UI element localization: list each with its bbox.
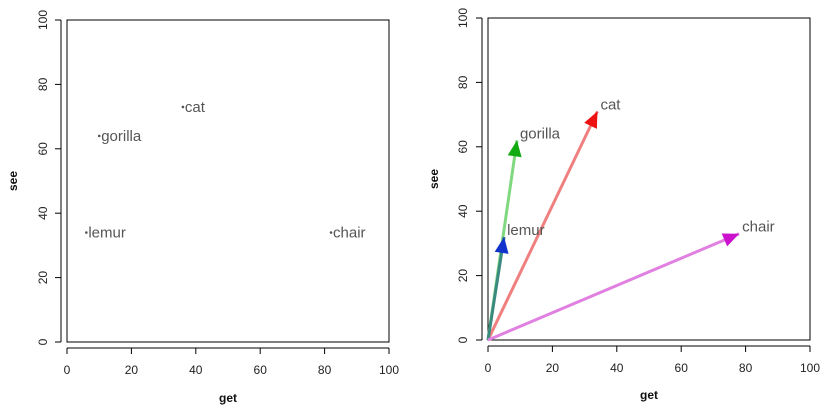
x-tick-label: 0	[485, 361, 492, 375]
x-tick-label: 60	[675, 361, 689, 375]
y-tick-label: 100	[36, 10, 50, 30]
arrowhead-lemur	[494, 236, 509, 254]
point-label-cat: cat	[185, 99, 206, 116]
point-label-chair: chair	[742, 219, 775, 236]
x-tick-label: 40	[610, 361, 624, 375]
y-tick-label: 0	[36, 338, 50, 345]
point-label-cat: cat	[600, 96, 621, 113]
y-tick-label: 60	[36, 142, 50, 156]
point-chair	[329, 231, 333, 234]
data-points: cat gorilla lemur chair	[486, 96, 775, 342]
vector-panel-right: 0 20 40 60 80 100 get 0 20 40 60 80 100 see cat gorilla…	[427, 8, 820, 402]
x-tick-label: 80	[739, 361, 753, 375]
x-tick-label: 80	[318, 363, 332, 377]
y-tick-label: 0	[456, 336, 470, 343]
arrowhead-gorilla	[507, 140, 522, 158]
y-axis: 0 20 40 60 80 100	[456, 8, 483, 343]
point-lemur	[85, 231, 88, 234]
x-axis-title: get	[640, 388, 658, 402]
x-axis: 0 20 40 60 80 100	[485, 345, 820, 375]
scatter-panel-left: 0 20 40 60 80 100 get 0 20 40 60 80 100 see cat gorilla…	[6, 10, 399, 405]
plot-frame	[66, 19, 390, 343]
y-tick-label: 100	[456, 8, 470, 28]
vector-chair	[487, 232, 740, 342]
x-tick-label: 40	[189, 363, 203, 377]
y-tick-label: 60	[456, 140, 470, 154]
x-tick-label: 60	[254, 363, 268, 377]
arrowhead-chair	[721, 233, 740, 247]
y-tick-label: 80	[456, 75, 470, 89]
point-label-chair: chair	[333, 225, 366, 242]
y-tick-label: 40	[36, 206, 50, 220]
plot-frame	[487, 17, 811, 341]
vector-lemur	[486, 236, 506, 341]
x-axis-title: get	[219, 391, 237, 405]
x-tick-label: 100	[800, 361, 820, 375]
point-label-gorilla: gorilla	[101, 128, 142, 145]
y-axis-title: see	[6, 171, 20, 191]
y-tick-label: 20	[36, 271, 50, 285]
y-tick-label: 20	[456, 269, 470, 283]
y-tick-label: 40	[456, 204, 470, 218]
x-axis: 0 20 40 60 80 100	[64, 347, 399, 377]
x-tick-label: 20	[546, 361, 560, 375]
point-label-lemur: lemur	[88, 225, 126, 242]
point-cat	[181, 105, 185, 109]
y-axis-title: see	[427, 169, 441, 189]
point-gorilla	[97, 134, 101, 138]
point-label-lemur: lemur	[507, 222, 545, 239]
data-points: cat gorilla lemur chair	[85, 99, 366, 242]
point-label-gorilla: gorilla	[520, 125, 561, 142]
y-axis: 0 20 40 60 80 100	[36, 10, 62, 345]
x-tick-label: 100	[379, 363, 399, 377]
x-tick-label: 0	[64, 363, 71, 377]
vector-cat	[486, 110, 599, 341]
arrowhead-cat	[584, 111, 598, 129]
x-tick-label: 20	[125, 363, 139, 377]
y-tick-label: 80	[36, 77, 50, 91]
